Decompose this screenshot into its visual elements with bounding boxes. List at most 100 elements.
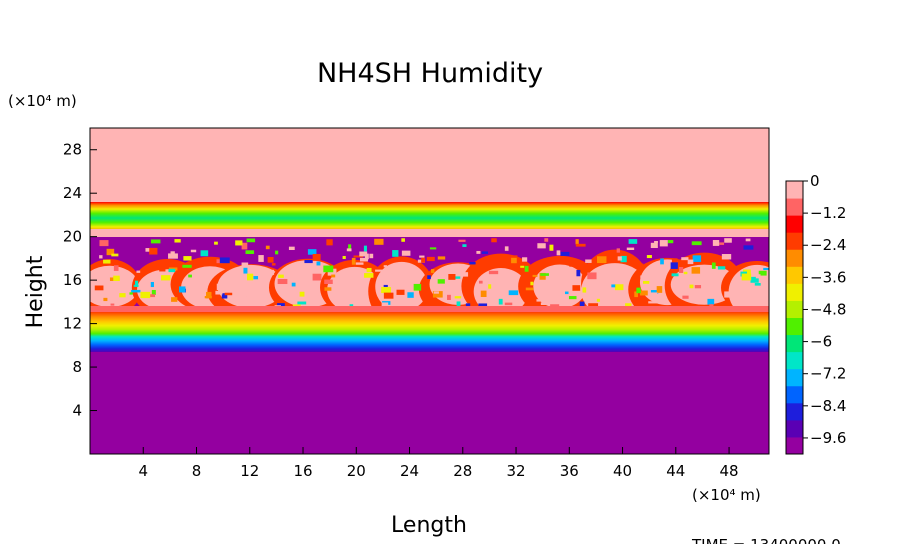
mixed-layer-cells <box>90 238 769 327</box>
mixing-cell <box>508 290 519 296</box>
colorbar-swatch <box>786 215 803 233</box>
mixing-cell <box>278 274 284 278</box>
mixing-cell <box>307 302 312 309</box>
mixing-cell <box>488 270 499 275</box>
mixing-cell <box>656 286 663 293</box>
mixing-cell <box>544 238 549 242</box>
mixing-cell <box>161 275 171 281</box>
colorbar-swatch <box>786 181 803 199</box>
mixing-cell <box>597 256 607 264</box>
mixing-cell <box>549 244 554 251</box>
mixing-cell <box>168 268 176 273</box>
mixing-cell <box>476 250 481 254</box>
y-tick-label: 20 <box>63 228 82 246</box>
mixing-cell <box>312 253 321 261</box>
mixing-cell <box>375 269 386 272</box>
colorbar-swatch <box>786 283 803 301</box>
mixing-cell <box>511 257 517 264</box>
mixing-cell <box>683 271 688 275</box>
mixing-cell <box>151 289 156 295</box>
mixing-cell <box>136 270 141 273</box>
mixing-cell <box>737 299 742 307</box>
y-axis-label: Height <box>23 255 48 328</box>
x-tick-label: 16 <box>293 462 312 480</box>
mixing-cell <box>745 238 751 242</box>
mixing-cell <box>331 274 336 278</box>
mixing-cell <box>359 251 368 257</box>
mixing-cell <box>235 240 243 246</box>
mixing-cell <box>636 263 644 268</box>
mixing-cell <box>478 279 483 284</box>
colorbar-swatch <box>786 334 803 353</box>
mixing-cell <box>648 301 658 304</box>
mixing-cell <box>113 275 120 282</box>
mixing-cell <box>617 256 622 261</box>
mixing-cell <box>675 277 680 282</box>
mixing-cell <box>383 292 394 299</box>
mixing-cell <box>381 302 389 307</box>
y-tick-label: 28 <box>63 141 82 159</box>
colorbar-swatch <box>786 385 803 404</box>
mixing-cell <box>265 245 270 250</box>
mixing-cell <box>221 293 228 299</box>
mixing-cell <box>711 262 716 269</box>
mixing-cell <box>643 280 650 284</box>
mixing-cell <box>366 267 372 273</box>
mixing-cell <box>525 287 534 291</box>
colorbar-swatch <box>786 368 803 387</box>
mixing-cell <box>119 293 126 298</box>
mixing-cell <box>106 248 115 256</box>
x-tick-label: 28 <box>453 462 472 480</box>
mixing-cell <box>671 258 678 264</box>
mixing-cell <box>447 294 451 300</box>
mixing-cell <box>660 258 664 265</box>
mixing-cell <box>462 244 467 247</box>
mixing-cell <box>478 277 489 281</box>
mixing-cell <box>190 249 197 253</box>
mixing-cell <box>537 243 546 249</box>
mixing-cell <box>271 263 276 266</box>
mixing-cell <box>419 255 425 258</box>
mixing-cell <box>225 274 236 280</box>
mixing-cell <box>241 262 249 270</box>
mixing-cell <box>504 302 513 306</box>
mixing-cell <box>465 303 471 309</box>
mixing-cell <box>481 251 489 254</box>
cloud-core <box>670 264 738 305</box>
y-tick-label: 12 <box>63 315 82 333</box>
mixing-cell <box>246 273 254 281</box>
mixing-cell <box>667 240 674 244</box>
colorbar-swatch <box>786 402 803 421</box>
colorbar-tick-label: −4.8 <box>810 300 846 318</box>
time-label: TIME = 13400000.0 <box>691 536 841 544</box>
mixing-cell <box>636 287 641 294</box>
mixing-cell <box>616 248 620 253</box>
mixing-cell <box>754 283 761 286</box>
y-tick-label: 8 <box>72 358 82 376</box>
mixing-cell <box>626 247 635 250</box>
mixing-cell <box>348 244 352 252</box>
mixing-cell <box>614 284 624 291</box>
colorbar-swatch <box>786 300 803 318</box>
mixing-cell <box>265 269 275 275</box>
mixing-cell <box>429 247 437 250</box>
mixing-cell <box>560 251 570 256</box>
mixing-cell <box>588 303 599 307</box>
mixing-cell <box>431 269 435 273</box>
mixing-cell <box>522 257 528 262</box>
mixing-cell <box>146 294 156 298</box>
mixing-cell <box>659 240 668 247</box>
mixing-cell <box>454 296 462 299</box>
mixing-cell <box>568 296 577 300</box>
mixing-cell <box>279 272 285 276</box>
x-tick-label: 12 <box>240 462 259 480</box>
mixing-cell <box>383 284 388 287</box>
mixing-cell <box>150 239 161 244</box>
mixing-cell <box>369 253 374 259</box>
mixing-cell <box>735 290 741 297</box>
mixing-cell <box>383 265 387 268</box>
mixing-cell <box>724 238 732 243</box>
cloud-core <box>375 261 428 312</box>
y-tick-label: 24 <box>63 184 82 202</box>
mixing-cell <box>437 256 446 260</box>
